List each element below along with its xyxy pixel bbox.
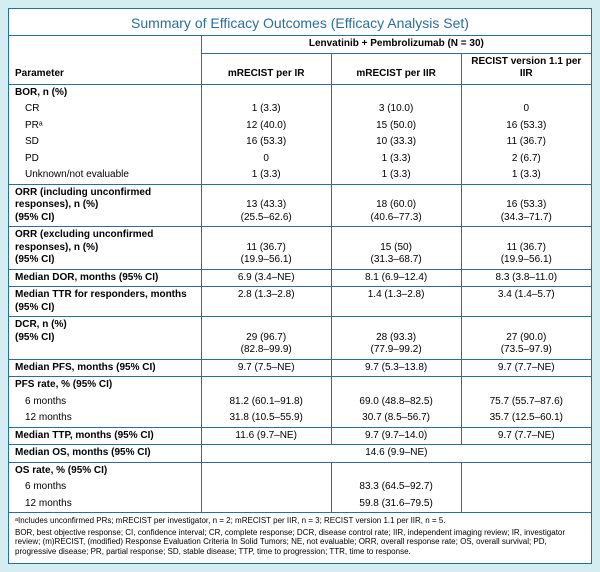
footnote-line: ᵃIncludes unconfirmed PRs; mRECIST per i… [15,516,585,526]
col-header-2: mRECIST per IIR [331,53,461,84]
footnote-line: BOR, best objective response; CI, confid… [15,528,585,557]
col-header-1: mRECIST per IR [201,53,331,84]
arm-header: Lenvatinib + Pembrolizumab (N = 30) [201,36,591,53]
footnotes: ᵃIncludes unconfirmed PRs; mRECIST per i… [9,512,591,563]
table-title: Summary of Efficacy Outcomes (Efficacy A… [9,9,591,36]
col-header-3: RECIST version 1.1 per IIR [461,53,591,84]
efficacy-table: Parameter Lenvatinib + Pembrolizumab (N … [9,36,591,512]
efficacy-table-container: Summary of Efficacy Outcomes (Efficacy A… [8,8,592,564]
parameter-header: Parameter [9,36,201,84]
